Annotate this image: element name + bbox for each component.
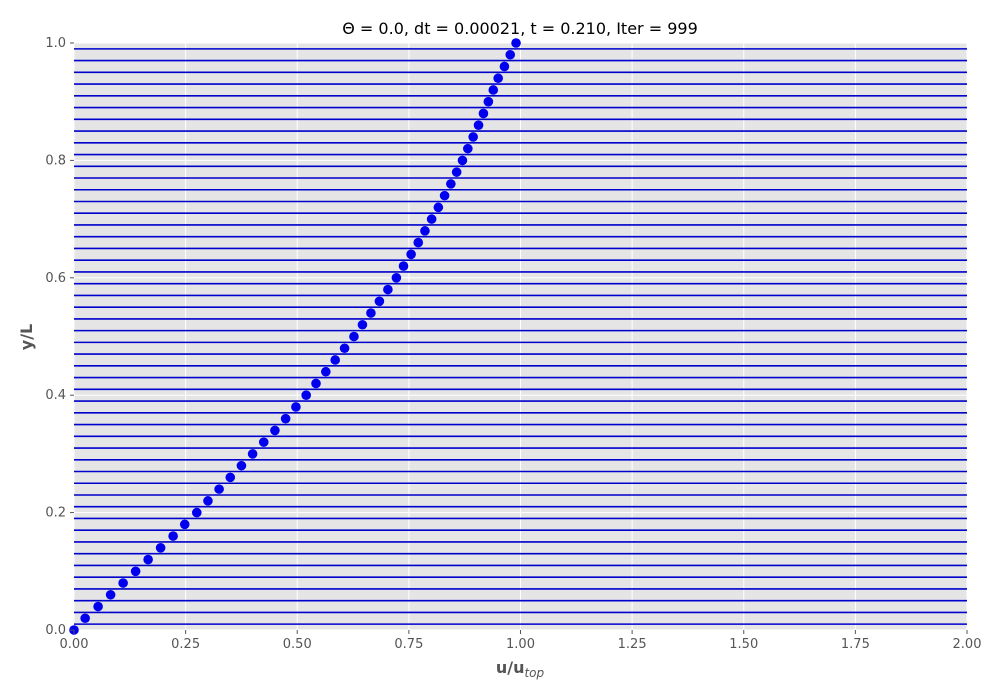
x-tick-label: 1.50: [729, 637, 758, 652]
data-point: [426, 214, 437, 224]
data-point: [391, 273, 402, 283]
data-point: [130, 566, 141, 577]
data-point: [499, 61, 510, 72]
data-point: [80, 613, 90, 624]
data-point: [463, 143, 473, 154]
x-tick-label: 1.25: [618, 637, 647, 652]
y-tick-label: 0.8: [45, 153, 66, 168]
data-point: [457, 155, 468, 166]
y-axis-label: y/L: [17, 324, 36, 350]
data-point: [168, 531, 178, 541]
data-point: [505, 49, 516, 60]
data-point: [383, 284, 393, 295]
data-point: [247, 449, 258, 459]
data-point: [468, 132, 478, 142]
data-point: [143, 554, 153, 565]
data-point: [374, 296, 385, 307]
data-point: [155, 543, 166, 553]
data-point: [93, 601, 103, 612]
y-tick-label: 0.6: [45, 271, 66, 286]
data-point: [488, 85, 499, 95]
y-tick-label: 0.0: [45, 623, 66, 638]
data-point: [357, 319, 368, 330]
data-point: [330, 355, 341, 365]
x-tick-label: 0.75: [394, 637, 423, 652]
data-point: [493, 73, 503, 84]
data-point: [291, 402, 301, 412]
data-point: [398, 261, 409, 271]
x-axis-label-subscript: top: [524, 666, 544, 680]
data-point: [451, 167, 462, 177]
data-point: [203, 496, 213, 506]
x-tick-label: 0.00: [60, 637, 89, 652]
x-axis-label-main: u/u: [496, 658, 525, 677]
data-point: [225, 472, 236, 483]
y-tick-label: 0.4: [45, 388, 66, 403]
data-point: [214, 484, 224, 494]
data-point: [420, 226, 430, 236]
data-point: [339, 343, 350, 354]
x-tick-label: 0.50: [283, 637, 312, 652]
data-point: [406, 249, 416, 260]
data-point: [483, 96, 494, 107]
data-point: [280, 413, 291, 424]
data-point: [105, 589, 116, 600]
data-point: [413, 237, 424, 248]
y-tick-label: 1.0: [45, 36, 66, 51]
y-axis-ticks: 0.0 0.2 0.4 0.6 0.8 1.0: [45, 36, 74, 638]
data-point: [433, 202, 444, 213]
data-point: [349, 331, 359, 342]
x-axis-ticks: 0.00 0.25 0.50 0.75 1.00 1.25 1.50 1.75 2.00: [60, 630, 982, 652]
x-tick-label: 1.00: [506, 637, 535, 652]
x-axis-label: u/utop: [496, 658, 545, 680]
data-point: [473, 120, 484, 130]
data-point: [236, 460, 247, 471]
data-point: [446, 179, 456, 189]
data-point: [478, 108, 489, 119]
x-tick-label: 1.75: [841, 637, 870, 652]
data-point: [439, 190, 450, 201]
data-point: [321, 366, 331, 377]
mesh-lines: [74, 48, 967, 625]
data-point: [301, 390, 311, 401]
data-point: [258, 437, 269, 447]
data-point: [118, 578, 128, 588]
data-point: [179, 519, 190, 530]
chart-title: Θ = 0.0, dt = 0.00021, t = 0.210, Iter =…: [342, 19, 698, 38]
data-point: [366, 308, 376, 318]
data-point: [511, 38, 521, 48]
data-point: [311, 378, 321, 389]
data-point: [270, 425, 280, 436]
x-tick-label: 2.00: [953, 637, 982, 652]
y-tick-label: 0.2: [45, 506, 66, 521]
data-points: [69, 38, 521, 635]
data-point: [191, 507, 202, 518]
x-tick-label: 0.25: [171, 637, 200, 652]
